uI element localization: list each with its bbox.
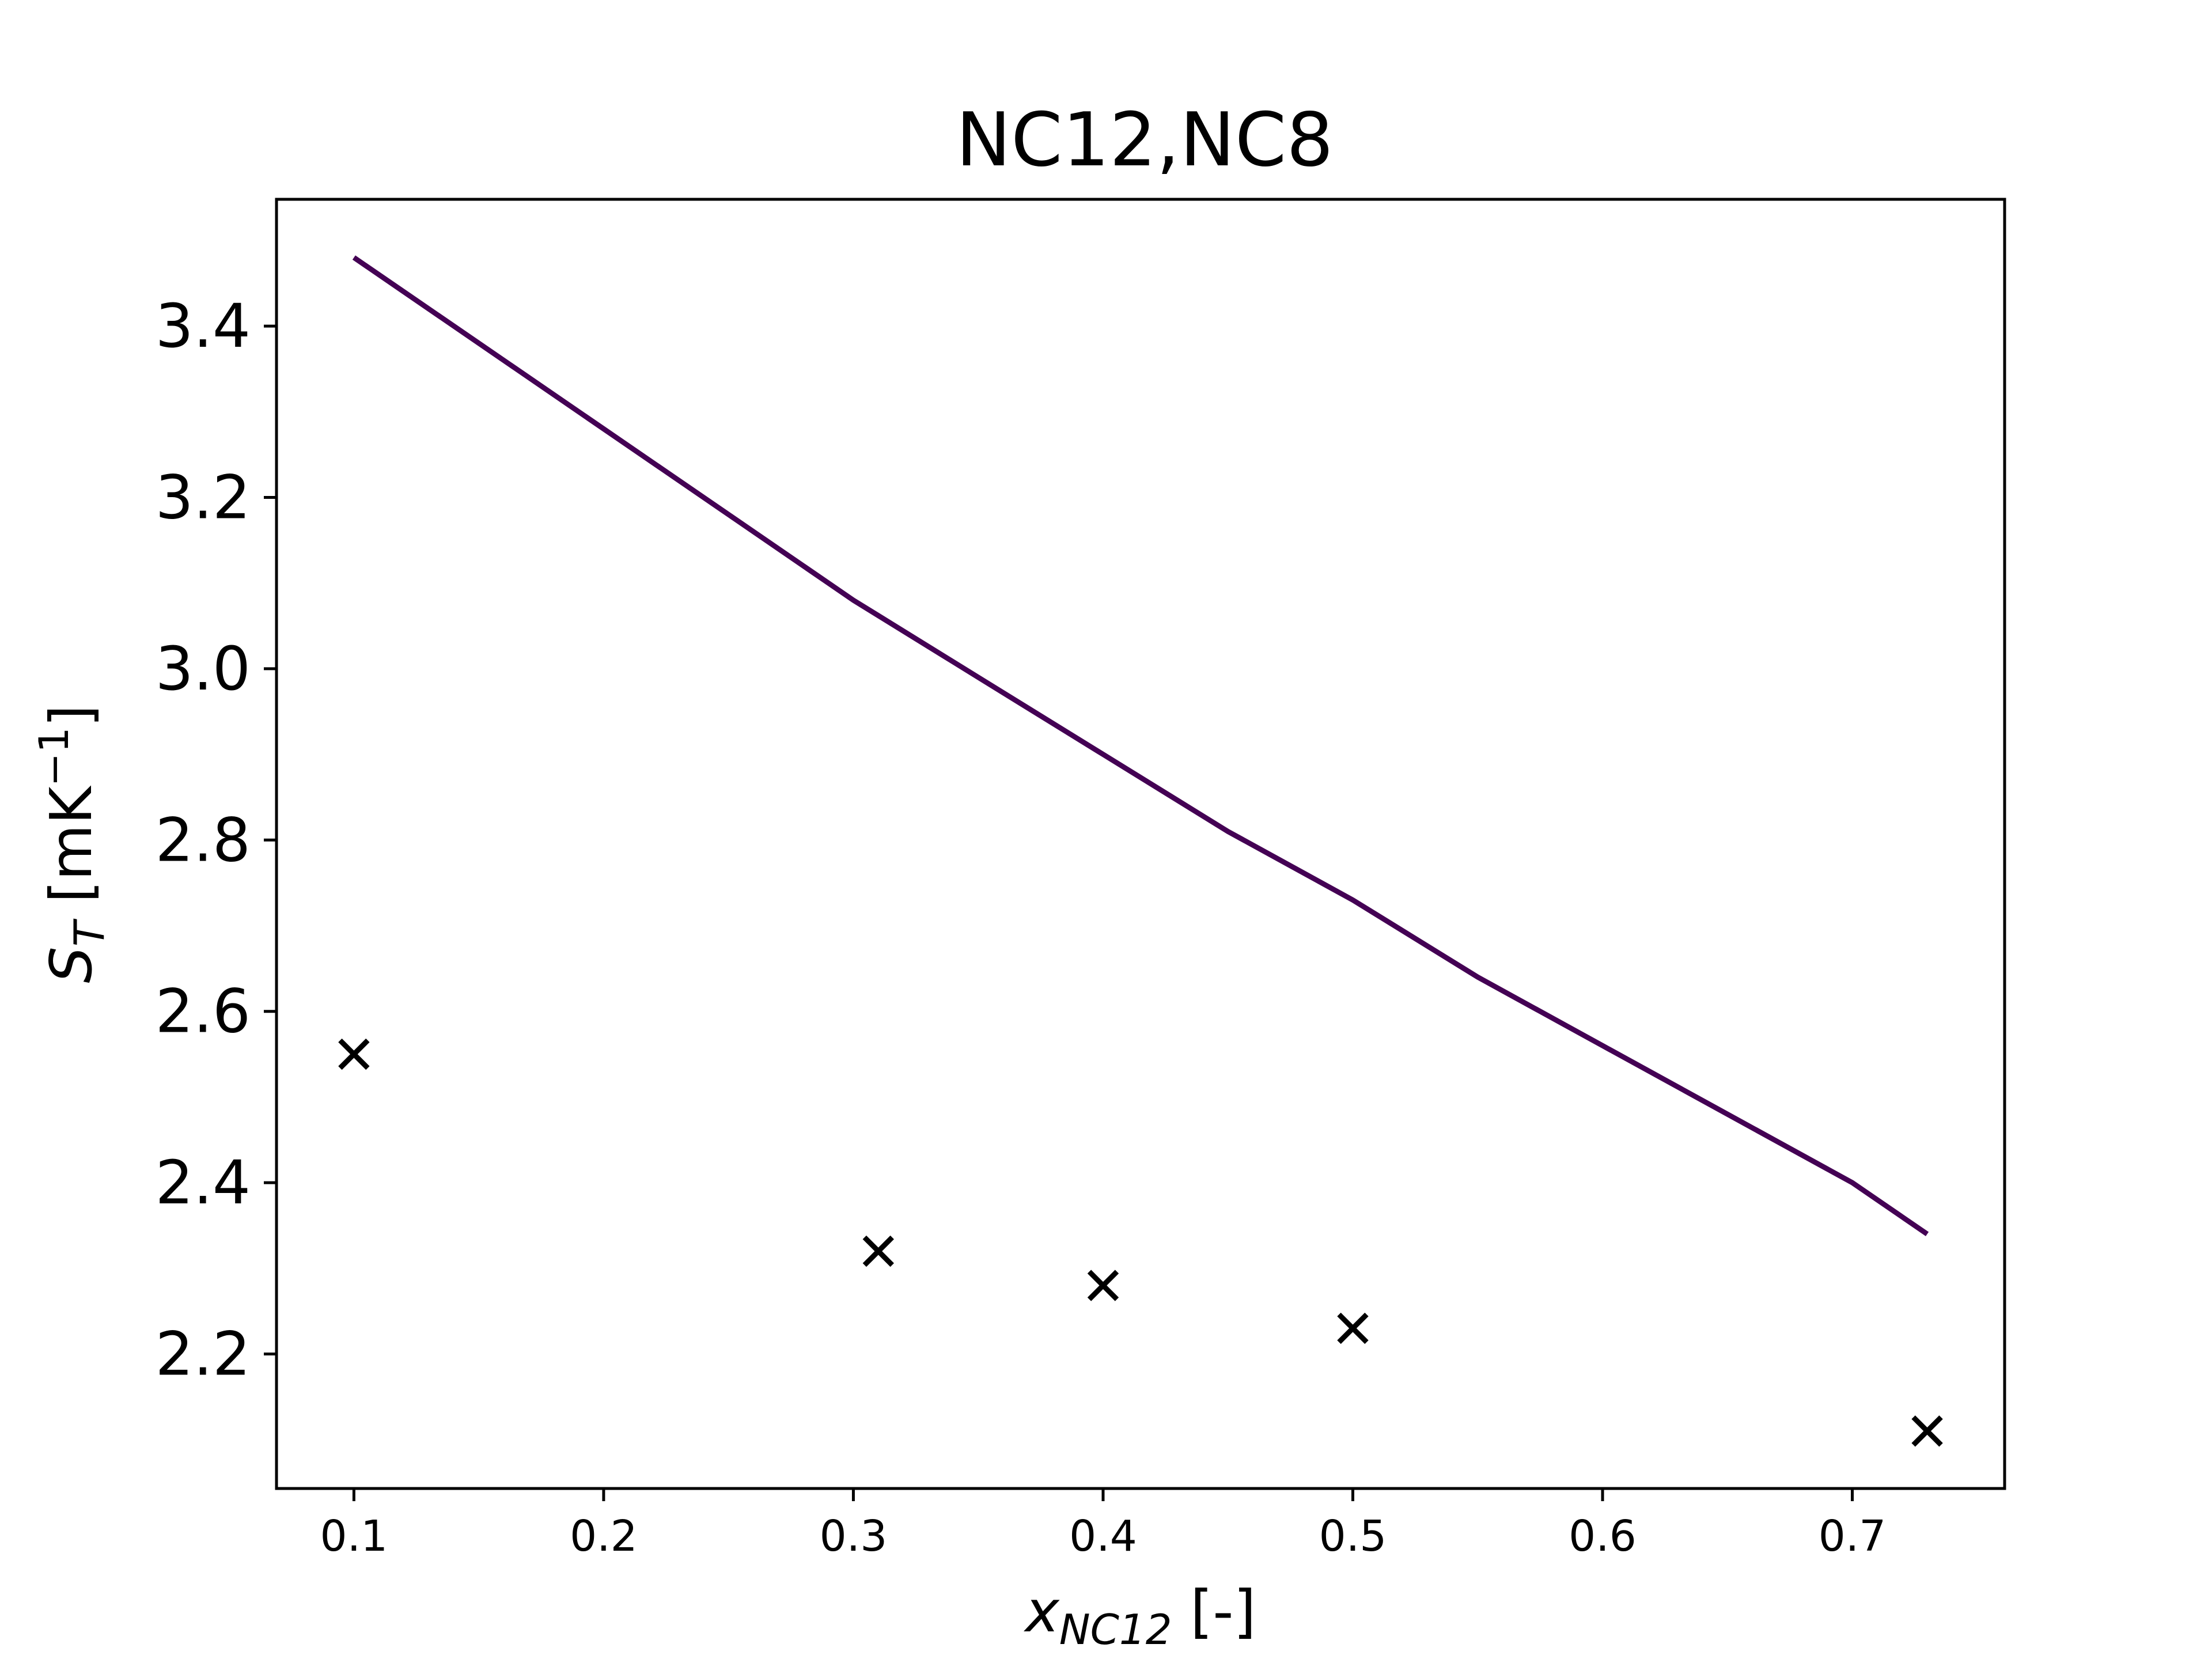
x-tick-label: 0.1 <box>320 1512 388 1561</box>
y-tick-label: 2.2 <box>156 1319 251 1389</box>
x-axis: 0.1 0.2 0.3 0.4 0.5 0.6 0.7 <box>320 1488 1887 1561</box>
x-tick-label: 0.3 <box>820 1512 888 1561</box>
marker-stroke <box>1911 1415 1943 1447</box>
x-tick-label: 0.7 <box>1819 1512 1887 1561</box>
plot-frame <box>275 198 2006 1490</box>
y-axis: 2.2 2.4 2.6 2.8 3.0 3.2 3.4 <box>156 291 276 1389</box>
marker-stroke <box>338 1038 370 1070</box>
y-tick-label: 2.6 <box>156 976 251 1047</box>
plot-area <box>338 255 1943 1447</box>
x-tick-label: 0.6 <box>1569 1512 1637 1561</box>
y-axis-label-subscript: T <box>65 918 113 946</box>
data-point-marker <box>338 1038 370 1070</box>
y-axis-label: ST [mK−1] <box>31 704 113 983</box>
y-tick-label: 3.2 <box>156 462 251 532</box>
model-curve-line <box>352 255 1929 1237</box>
data-point-marker <box>1337 1312 1369 1344</box>
y-axis-label-unit: [mK <box>37 785 105 921</box>
marker-stroke <box>1087 1270 1119 1301</box>
y-tick-label: 2.8 <box>156 805 251 875</box>
data-point-marker <box>1911 1415 1943 1447</box>
marker-stroke <box>1337 1312 1369 1344</box>
x-axis-label-unit: [-] <box>1172 1578 1256 1645</box>
chart-title: NC12,NC8 <box>956 97 1333 183</box>
x-axis-label-subscript: NC12 <box>1059 1605 1172 1654</box>
marker-stroke <box>862 1235 894 1267</box>
y-axis-label-superscript: −1 <box>31 727 78 786</box>
data-point-marker <box>1087 1270 1119 1301</box>
x-tick-label: 0.2 <box>570 1512 638 1561</box>
y-tick-label: 3.4 <box>156 291 251 361</box>
y-tick-label: 3.0 <box>156 634 251 704</box>
x-axis-label-variable: x <box>1024 1578 1060 1645</box>
x-axis-label: xNC12 [-] <box>1024 1578 1256 1654</box>
x-tick-label: 0.5 <box>1319 1512 1387 1561</box>
data-point-marker <box>862 1235 894 1267</box>
y-tick-label: 2.4 <box>156 1147 251 1218</box>
y-axis-label-unit-end: ] <box>37 704 105 727</box>
y-axis-label-variable: S <box>37 946 105 983</box>
x-tick-label: 0.4 <box>1069 1512 1137 1561</box>
